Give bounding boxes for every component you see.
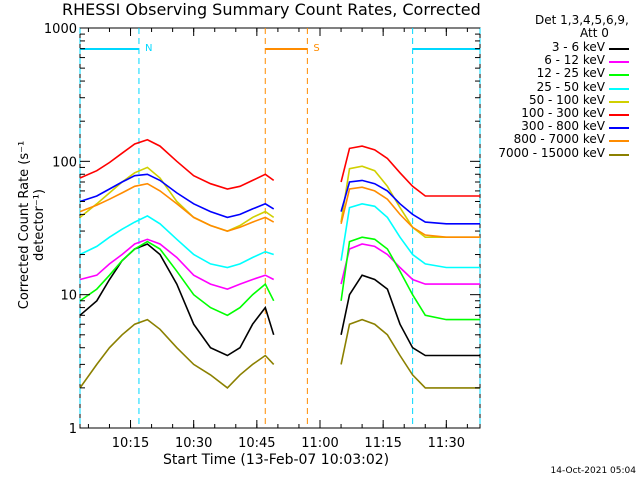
series-line [79,182,480,238]
legend-label: 3 - 6 keV [551,40,605,54]
legend-swatch [609,114,629,116]
legend-swatch [609,87,629,90]
y-axis: 1 10 100 1000 [44,22,480,437]
legend-swatch [609,61,629,64]
series-line [79,202,480,269]
series-line [79,243,480,357]
legend-label: 100 - 300 keV [521,106,605,120]
series-line [79,165,480,238]
legend-swatch [609,48,629,50]
legend-entry: 6 - 12 keV [470,53,635,68]
y-tick-label: 100 [52,155,77,170]
y-tick-label: 1 [69,422,77,437]
series-layer [79,138,480,389]
plot-frame [79,27,481,429]
legend-entry: 12 - 25 keV [470,66,635,81]
series-line [79,238,480,290]
legend-swatch [609,153,629,156]
y-tick-label: 1000 [44,22,77,37]
x-tick-label: 11:30 [428,436,465,451]
series-line [79,236,480,321]
legend-swatch [609,127,629,130]
legend-entry: 800 - 7000 keV [470,132,635,147]
legend-label: 6 - 12 keV [544,53,605,68]
x-tick-label: 11:15 [364,436,401,451]
series-line [79,173,480,225]
x-tick-label: 11:00 [301,436,338,451]
legend-label: 7000 - 15000 keV [498,145,605,160]
legend-entry: 25 - 50 keV [470,79,635,94]
legend-entry: 7000 - 15000 keV [470,145,635,160]
series-line [79,138,480,197]
marker-label: S [313,43,319,54]
y-tick-label: 10 [60,289,77,304]
legend-label: 300 - 800 keV [521,119,605,134]
legend-swatch [609,140,629,143]
legend-entry: 3 - 6 keV [470,40,635,54]
legend-label: 800 - 7000 keV [513,132,605,147]
legend-label: 12 - 25 keV [536,66,605,81]
y-axis-label: Corrected Count Rate (s⁻¹ detector⁻¹) [17,140,47,310]
legend-entry: 100 - 300 keV [470,106,635,120]
legend-swatch [609,74,629,77]
legend-label: 50 - 100 keV [528,92,605,107]
detector-list: Det 1,3,4,5,6,9, [535,13,629,27]
legend-swatch [609,100,629,103]
attenuator-state: Att 0 [580,26,609,40]
x-tick-label: 10:30 [175,436,212,451]
x-axis: 10:15 10:30 10:45 11:00 11:15 11:30 [87,28,468,451]
legend-label: 25 - 50 keV [536,79,605,94]
legend-entry: 300 - 800 keV [470,119,635,134]
marker-label: N [145,43,152,54]
x-tick-label: 10:15 [112,436,149,451]
legend-entry: 50 - 100 keV [470,92,635,107]
x-tick-label: 10:45 [238,436,275,451]
x-axis-label: Start Time (13-Feb-07 10:03:02) [163,452,390,468]
timestamp: 14-Oct-2021 05:04 [550,466,636,476]
series-line [79,318,480,389]
chart-title: RHESSI Observing Summary Count Rates, Co… [62,0,481,19]
